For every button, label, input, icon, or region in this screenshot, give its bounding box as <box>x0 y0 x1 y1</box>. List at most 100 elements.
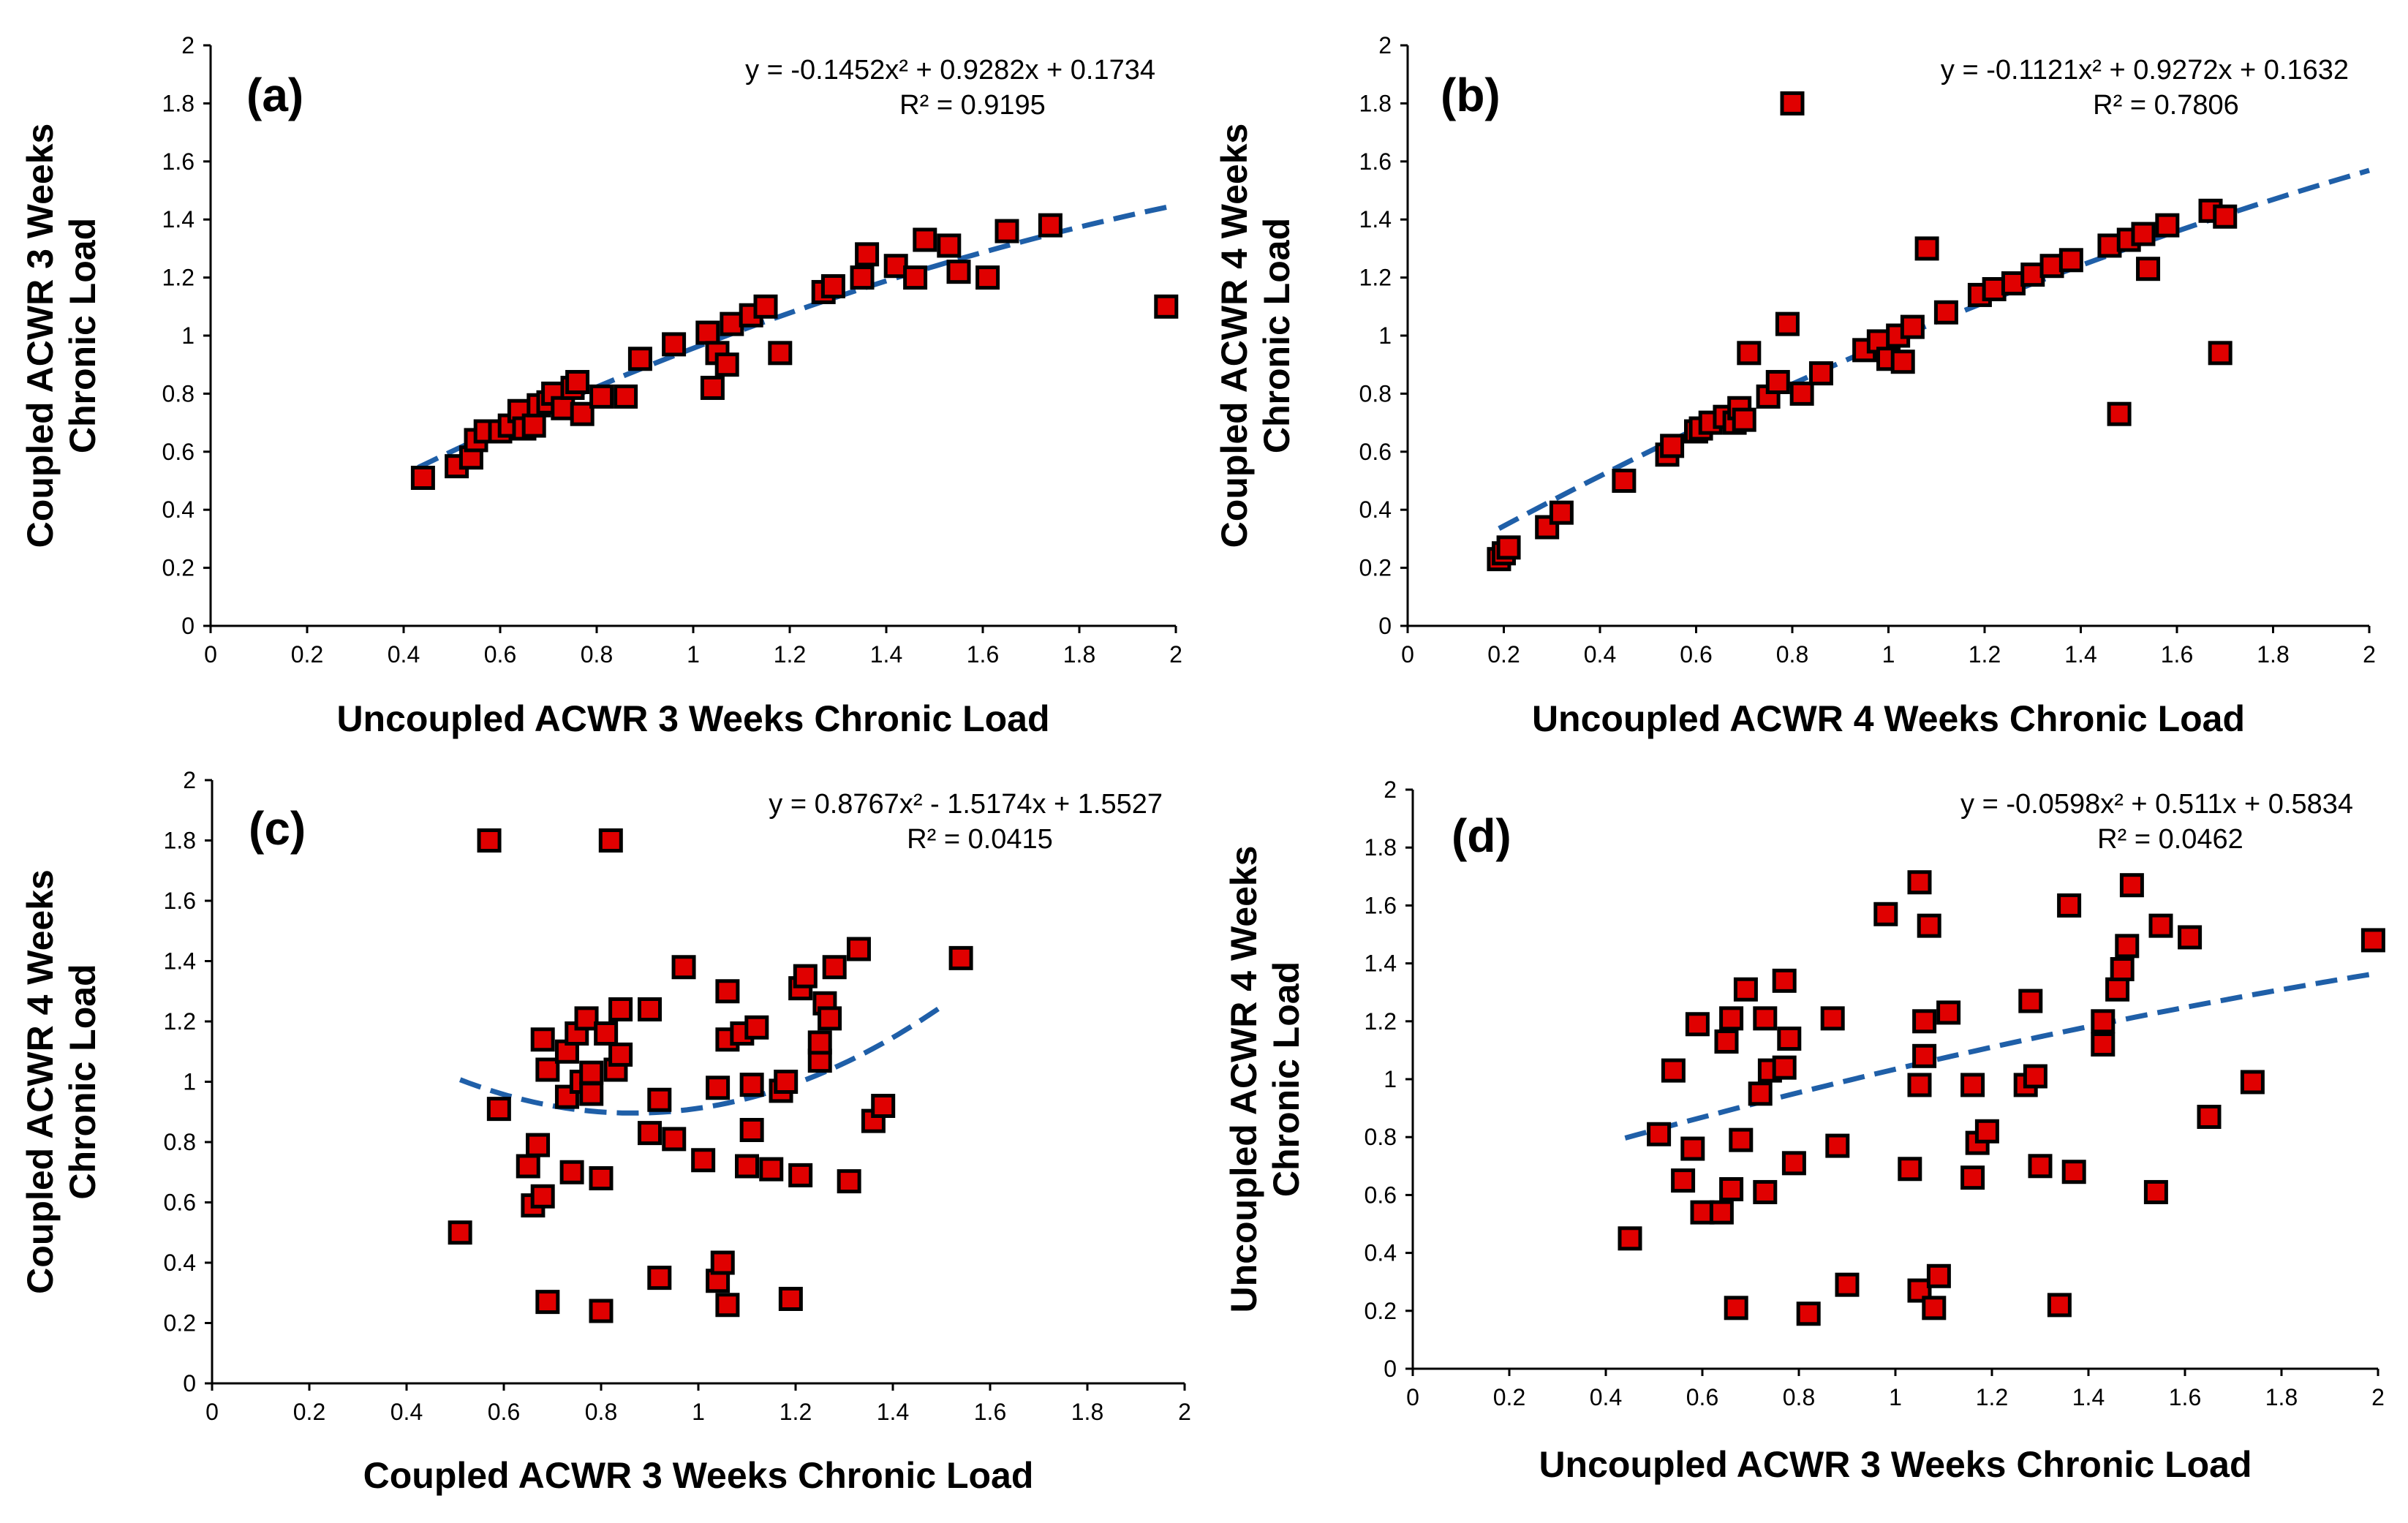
data-point <box>706 1076 731 1100</box>
trendline-equation: y = -0.1452x² + 0.9282x + 0.1734 <box>745 55 1155 86</box>
data-point <box>1612 469 1637 493</box>
y-tick-label: 0 <box>181 613 195 639</box>
data-point <box>778 1287 803 1311</box>
x-tick-label: 1.4 <box>877 1399 909 1425</box>
data-point <box>1914 236 1939 261</box>
data-point <box>662 1127 687 1152</box>
data-point <box>2110 957 2135 982</box>
x-tick-label: 0.8 <box>1776 641 1808 668</box>
data-point <box>2131 222 2156 246</box>
data-point <box>1982 276 2007 301</box>
panel-label: (a) <box>246 69 303 121</box>
data-point <box>807 1030 832 1055</box>
y-tick-label: 0.4 <box>162 496 195 523</box>
data-point <box>948 945 973 970</box>
y-tick-label: 0.6 <box>162 439 195 465</box>
y-axis-title: Uncoupled ACWR 4 Weeks Chronic Load <box>1223 846 1307 1313</box>
data-point <box>871 1094 896 1118</box>
data-point <box>2039 254 2064 279</box>
data-point <box>1873 902 1898 926</box>
x-tick-label: 0.8 <box>581 641 613 668</box>
panel-b: 0 0.2 0.4 0.6 0.8 1 1.2 1.4 1.6 1.8 2 0 0.2 0.4 0.6 0.8… <box>1214 32 2376 739</box>
data-point <box>2057 893 2082 918</box>
data-point <box>1825 1133 1850 1158</box>
data-point <box>608 1042 633 1067</box>
data-point <box>1781 1151 1806 1176</box>
data-point <box>574 1006 599 1031</box>
data-point <box>2240 1070 2265 1095</box>
data-point <box>1765 370 1790 395</box>
y-tick-label: 0 <box>1384 1356 1397 1382</box>
data-point <box>627 347 652 371</box>
panel-label: (d) <box>1452 809 1511 862</box>
x-tick-label: 0.6 <box>1686 1384 1718 1410</box>
y-tick-label: 2 <box>183 767 196 793</box>
data-point <box>710 1250 735 1275</box>
data-point <box>735 1154 759 1179</box>
data-point <box>526 1133 551 1157</box>
data-point <box>753 294 778 319</box>
x-tick-label: 0 <box>1406 1384 1419 1410</box>
y-tick-label: 0.6 <box>1359 439 1392 465</box>
y-axis-title-line-1: Uncoupled ACWR 4 Weeks <box>1223 846 1264 1313</box>
data-point <box>975 265 1000 290</box>
y-axis-title-line-2: Chronic Load <box>1256 218 1297 453</box>
data-point <box>913 227 937 252</box>
x-tick-label: 0.8 <box>585 1399 617 1425</box>
x-tick-label: 1 <box>1882 641 1895 668</box>
y-tick-label: 0.4 <box>1359 496 1392 523</box>
y-tick-label: 0.8 <box>162 380 195 407</box>
x-tick-label: 0.6 <box>1680 641 1712 668</box>
data-point <box>1926 1263 1951 1288</box>
data-point <box>1618 1226 1642 1251</box>
data-point <box>759 1157 784 1182</box>
data-point <box>2155 213 2180 238</box>
data-point <box>1661 1058 1686 1083</box>
x-tick-label: 1 <box>692 1399 705 1425</box>
x-tick-label: 1.2 <box>780 1399 812 1425</box>
x-axis-title: Coupled ACWR 3 Weeks Chronic Load <box>363 1455 1034 1496</box>
data-point <box>2136 257 2161 281</box>
data-point <box>1660 434 1685 458</box>
data-point <box>589 384 614 409</box>
y-tick-label: 1.4 <box>164 948 196 975</box>
data-point <box>937 233 962 258</box>
data-point <box>1808 361 1833 386</box>
x-axis-title: Uncoupled ACWR 3 Weeks Chronic Load <box>1539 1444 2252 1485</box>
data-point <box>1772 1055 1797 1080</box>
data-point <box>1729 1127 1754 1152</box>
x-tick-label: 1.6 <box>974 1399 1006 1425</box>
y-tick-label: 0 <box>183 1370 196 1397</box>
x-tick-label: 1 <box>687 641 700 668</box>
data-point <box>788 1163 813 1187</box>
data-point <box>700 375 725 400</box>
y-tick-label: 1.4 <box>1359 206 1392 233</box>
data-point <box>1737 341 1762 366</box>
data-point <box>1647 1122 1672 1146</box>
data-point <box>1789 381 1814 406</box>
data-point <box>1907 870 1932 895</box>
data-point <box>1912 1009 1937 1034</box>
y-axis-title-line-1: Coupled ACWR 3 Weeks <box>20 124 61 548</box>
data-point <box>647 1266 672 1290</box>
data-point <box>647 1087 672 1112</box>
data-point <box>1974 1119 1999 1144</box>
x-tick-label: 1.4 <box>870 641 902 668</box>
data-point <box>559 1160 584 1184</box>
data-point <box>855 242 880 267</box>
y-tick-label: 2 <box>1384 776 1397 803</box>
y-axis-title-line-1: Coupled ACWR 4 Weeks <box>1214 124 1255 548</box>
x-tick-label: 1.8 <box>2257 641 2289 668</box>
data-point <box>715 979 740 1004</box>
data-point <box>822 955 847 980</box>
data-point <box>1733 977 1758 1002</box>
data-point <box>570 401 595 426</box>
data-point <box>2143 1179 2168 1204</box>
data-point <box>530 1027 555 1052</box>
data-point <box>820 274 845 299</box>
data-point <box>720 311 744 336</box>
y-tick-label: 2 <box>181 32 195 58</box>
data-point <box>1038 213 1063 238</box>
x-tick-label: 1.2 <box>1976 1384 2008 1410</box>
data-point <box>579 1081 604 1106</box>
